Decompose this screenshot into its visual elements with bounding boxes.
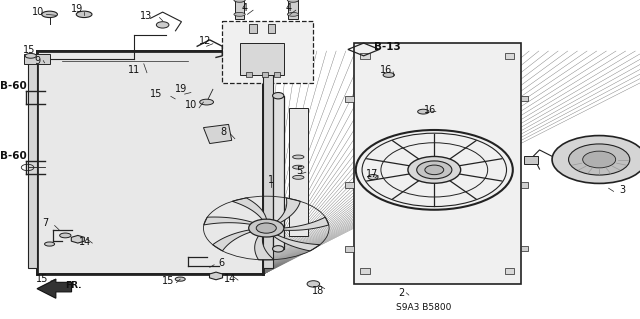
Ellipse shape bbox=[25, 54, 36, 58]
Bar bbox=[246, 72, 252, 77]
Bar bbox=[262, 72, 268, 77]
Ellipse shape bbox=[292, 165, 304, 169]
Text: 15: 15 bbox=[23, 45, 36, 56]
Text: 19: 19 bbox=[175, 84, 188, 94]
Text: 12: 12 bbox=[199, 36, 212, 47]
Bar bbox=[345, 182, 354, 188]
Text: 17: 17 bbox=[366, 169, 379, 179]
Ellipse shape bbox=[60, 233, 71, 238]
Bar bbox=[222, 21, 314, 83]
Bar bbox=[28, 57, 37, 268]
Circle shape bbox=[568, 144, 630, 175]
Bar bbox=[345, 96, 354, 102]
Polygon shape bbox=[282, 217, 329, 230]
Polygon shape bbox=[37, 279, 72, 298]
Polygon shape bbox=[212, 230, 252, 251]
Text: B-60: B-60 bbox=[1, 81, 27, 91]
Text: B-13: B-13 bbox=[374, 42, 401, 52]
Ellipse shape bbox=[42, 11, 58, 18]
Ellipse shape bbox=[287, 0, 299, 2]
Text: 11: 11 bbox=[128, 65, 141, 75]
Ellipse shape bbox=[234, 0, 245, 2]
Bar bbox=[521, 96, 528, 101]
Bar bbox=[521, 182, 528, 188]
Text: 1: 1 bbox=[268, 175, 275, 185]
Text: FR.: FR. bbox=[65, 281, 82, 290]
Bar bbox=[505, 268, 515, 274]
Text: 2: 2 bbox=[398, 288, 404, 299]
Text: B-60: B-60 bbox=[1, 151, 27, 161]
Circle shape bbox=[582, 151, 616, 168]
Text: 9: 9 bbox=[35, 56, 41, 66]
Polygon shape bbox=[71, 235, 84, 243]
Bar bbox=[524, 156, 538, 164]
Bar bbox=[235, 0, 244, 19]
Ellipse shape bbox=[234, 12, 245, 16]
Bar bbox=[288, 0, 298, 19]
Text: 14: 14 bbox=[225, 274, 237, 284]
Text: 15: 15 bbox=[150, 89, 163, 99]
Ellipse shape bbox=[418, 109, 429, 114]
Ellipse shape bbox=[273, 93, 284, 99]
Bar bbox=[360, 53, 370, 59]
Bar bbox=[505, 53, 515, 59]
Polygon shape bbox=[209, 272, 223, 280]
Text: 10: 10 bbox=[186, 100, 198, 110]
Circle shape bbox=[408, 156, 461, 183]
Text: 16: 16 bbox=[380, 64, 392, 75]
Bar bbox=[274, 72, 280, 77]
Polygon shape bbox=[276, 198, 300, 223]
Text: 3: 3 bbox=[620, 185, 625, 195]
Bar bbox=[354, 43, 521, 284]
Bar bbox=[273, 96, 284, 249]
Bar bbox=[37, 51, 263, 274]
Bar bbox=[263, 57, 273, 268]
Text: 14: 14 bbox=[79, 237, 92, 247]
Polygon shape bbox=[204, 124, 232, 144]
Ellipse shape bbox=[156, 22, 169, 28]
Text: 18: 18 bbox=[312, 286, 324, 296]
Text: S9A3 B5800: S9A3 B5800 bbox=[396, 303, 451, 312]
Circle shape bbox=[256, 223, 276, 233]
Ellipse shape bbox=[76, 11, 92, 18]
Bar bbox=[360, 268, 370, 274]
Circle shape bbox=[552, 136, 640, 183]
Bar bbox=[239, 43, 284, 75]
Text: 5: 5 bbox=[296, 166, 303, 176]
Bar bbox=[289, 108, 308, 236]
Text: 16: 16 bbox=[424, 105, 436, 115]
Polygon shape bbox=[255, 235, 274, 260]
Text: 15: 15 bbox=[161, 276, 174, 286]
Text: 7: 7 bbox=[42, 218, 48, 228]
Ellipse shape bbox=[273, 246, 284, 252]
Bar bbox=[345, 246, 354, 252]
Text: 15: 15 bbox=[36, 274, 48, 284]
Text: 13: 13 bbox=[140, 11, 152, 21]
Ellipse shape bbox=[287, 12, 299, 16]
Ellipse shape bbox=[175, 277, 185, 281]
Circle shape bbox=[425, 165, 444, 174]
Ellipse shape bbox=[383, 72, 394, 77]
Polygon shape bbox=[204, 217, 254, 225]
Ellipse shape bbox=[292, 175, 304, 179]
Text: 4: 4 bbox=[242, 3, 248, 13]
Circle shape bbox=[368, 174, 378, 180]
Polygon shape bbox=[232, 198, 267, 220]
Text: 4: 4 bbox=[285, 3, 291, 13]
Text: 8: 8 bbox=[221, 127, 227, 137]
Polygon shape bbox=[273, 234, 320, 251]
Text: 19: 19 bbox=[70, 4, 83, 14]
Ellipse shape bbox=[45, 242, 54, 246]
Bar bbox=[521, 246, 528, 251]
Ellipse shape bbox=[292, 155, 304, 159]
Circle shape bbox=[249, 219, 284, 237]
Ellipse shape bbox=[200, 99, 214, 105]
Bar bbox=[24, 54, 49, 64]
Circle shape bbox=[417, 161, 452, 179]
Bar bbox=[249, 24, 257, 33]
Text: 6: 6 bbox=[218, 258, 224, 268]
Bar bbox=[268, 24, 275, 33]
Text: 10: 10 bbox=[32, 7, 44, 17]
Circle shape bbox=[307, 281, 319, 287]
